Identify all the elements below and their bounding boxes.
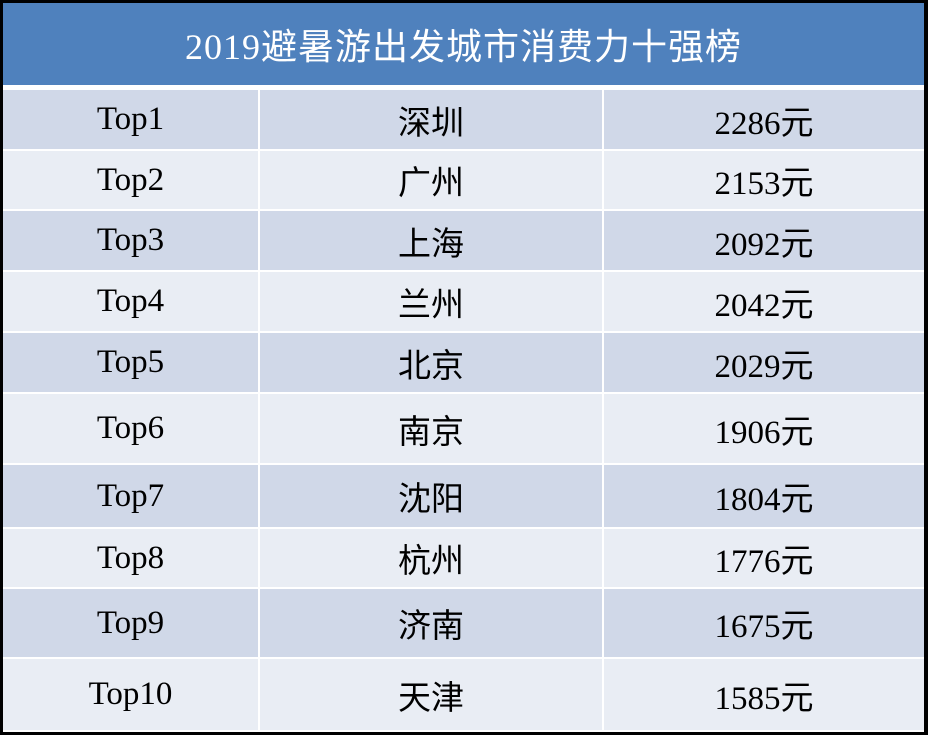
table-title: 2019避暑游出发城市消费力十强榜 <box>3 3 924 85</box>
value-cell: 2029元 <box>604 333 924 392</box>
value-cell: 1585元 <box>604 659 924 730</box>
rank-cell: Top9 <box>3 589 258 657</box>
rank-cell: Top10 <box>3 659 258 730</box>
rank-cell: Top1 <box>3 90 258 149</box>
rank-cell: Top5 <box>3 333 258 392</box>
value-cell: 1675元 <box>604 589 924 657</box>
city-cell: 济南 <box>260 589 602 657</box>
rank-cell: Top4 <box>3 272 258 331</box>
city-cell: 北京 <box>260 333 602 392</box>
city-cell: 上海 <box>260 211 602 270</box>
value-cell: 1906元 <box>604 394 924 463</box>
value-cell: 2286元 <box>604 90 924 149</box>
value-cell: 1804元 <box>604 465 924 527</box>
rank-cell: Top8 <box>3 529 258 587</box>
value-cell: 2042元 <box>604 272 924 331</box>
city-cell: 深圳 <box>260 90 602 149</box>
rank-cell: Top3 <box>3 211 258 270</box>
value-cell: 1776元 <box>604 529 924 587</box>
city-cell: 广州 <box>260 151 602 209</box>
rank-cell: Top7 <box>3 465 258 527</box>
rank-cell: Top6 <box>3 394 258 463</box>
city-cell: 杭州 <box>260 529 602 587</box>
city-cell: 沈阳 <box>260 465 602 527</box>
value-cell: 2153元 <box>604 151 924 209</box>
city-cell: 南京 <box>260 394 602 463</box>
city-cell: 兰州 <box>260 272 602 331</box>
rank-cell: Top2 <box>3 151 258 209</box>
table: 2019避暑游出发城市消费力十强榜 Top1 深圳 2286元 Top2 广州 2153元… <box>3 3 924 732</box>
value-cell: 2092元 <box>604 211 924 270</box>
city-cell: 天津 <box>260 659 602 730</box>
